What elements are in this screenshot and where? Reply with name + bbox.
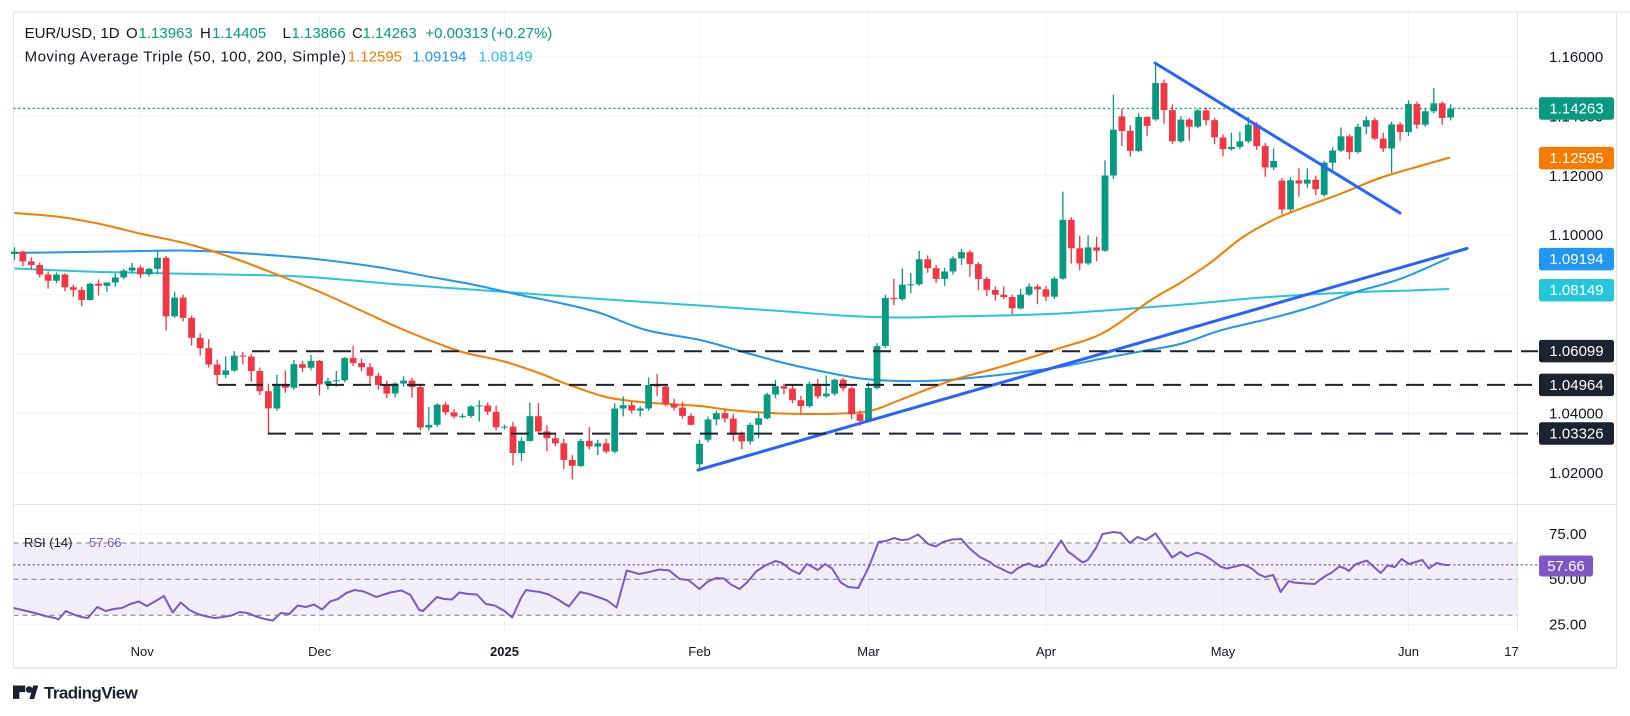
svg-text:1.10000: 1.10000 <box>1549 227 1603 244</box>
svg-text:1.03326: 1.03326 <box>1549 426 1603 443</box>
svg-text:C: C <box>352 25 363 42</box>
svg-text:57.66: 57.66 <box>1547 558 1585 575</box>
svg-text:Moving Average Triple (50, 100: Moving Average Triple (50, 100, 200, Sim… <box>25 48 347 65</box>
svg-text:Dec: Dec <box>308 644 332 659</box>
svg-text:1.14263: 1.14263 <box>363 25 417 42</box>
svg-text:H: H <box>200 25 211 42</box>
svg-text:17: 17 <box>1504 644 1518 659</box>
svg-text:Apr: Apr <box>1036 644 1057 659</box>
svg-text:EUR/USD, 1D: EUR/USD, 1D <box>25 25 120 42</box>
svg-text:25.00: 25.00 <box>1549 616 1587 633</box>
svg-text:Feb: Feb <box>688 644 710 659</box>
svg-text:1.14405: 1.14405 <box>212 25 266 42</box>
svg-text:Jun: Jun <box>1398 644 1419 659</box>
svg-text:1.14263: 1.14263 <box>1549 100 1603 117</box>
svg-text:+0.00313: +0.00313 <box>425 25 488 42</box>
svg-text:1.09194: 1.09194 <box>1549 251 1603 268</box>
svg-text:1.08149: 1.08149 <box>478 48 532 65</box>
svg-text:RSI (14): RSI (14) <box>24 535 72 550</box>
svg-text:1.12000: 1.12000 <box>1549 168 1603 185</box>
svg-text:1.02000: 1.02000 <box>1549 465 1603 482</box>
svg-text:75.00: 75.00 <box>1549 526 1587 543</box>
svg-text:(+0.27%): (+0.27%) <box>491 25 552 42</box>
svg-text:1.08149: 1.08149 <box>1549 282 1603 299</box>
svg-text:L: L <box>283 25 291 42</box>
svg-text:O: O <box>126 25 138 42</box>
svg-text:1.13963: 1.13963 <box>139 25 193 42</box>
svg-text:1.04000: 1.04000 <box>1549 406 1603 423</box>
svg-text:1.12595: 1.12595 <box>1549 150 1603 167</box>
svg-text:Nov: Nov <box>131 644 155 659</box>
svg-text:1.12595: 1.12595 <box>348 48 402 65</box>
svg-text:57.66: 57.66 <box>89 535 122 550</box>
svg-text:Mar: Mar <box>857 644 880 659</box>
svg-text:May: May <box>1211 644 1236 659</box>
svg-text:2025: 2025 <box>490 644 519 659</box>
svg-text:TradingView: TradingView <box>44 684 139 703</box>
svg-text:1.16000: 1.16000 <box>1549 49 1603 66</box>
svg-text:1.09194: 1.09194 <box>412 48 466 65</box>
svg-text:1.06099: 1.06099 <box>1549 343 1603 360</box>
svg-text:1.13866: 1.13866 <box>292 25 346 42</box>
svg-text:1.04964: 1.04964 <box>1549 377 1603 394</box>
